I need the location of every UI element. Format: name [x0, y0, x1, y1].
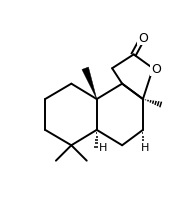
Polygon shape — [82, 68, 97, 100]
Text: O: O — [138, 32, 148, 45]
Text: H: H — [141, 142, 149, 152]
Text: H: H — [99, 142, 107, 152]
Text: O: O — [151, 62, 161, 75]
